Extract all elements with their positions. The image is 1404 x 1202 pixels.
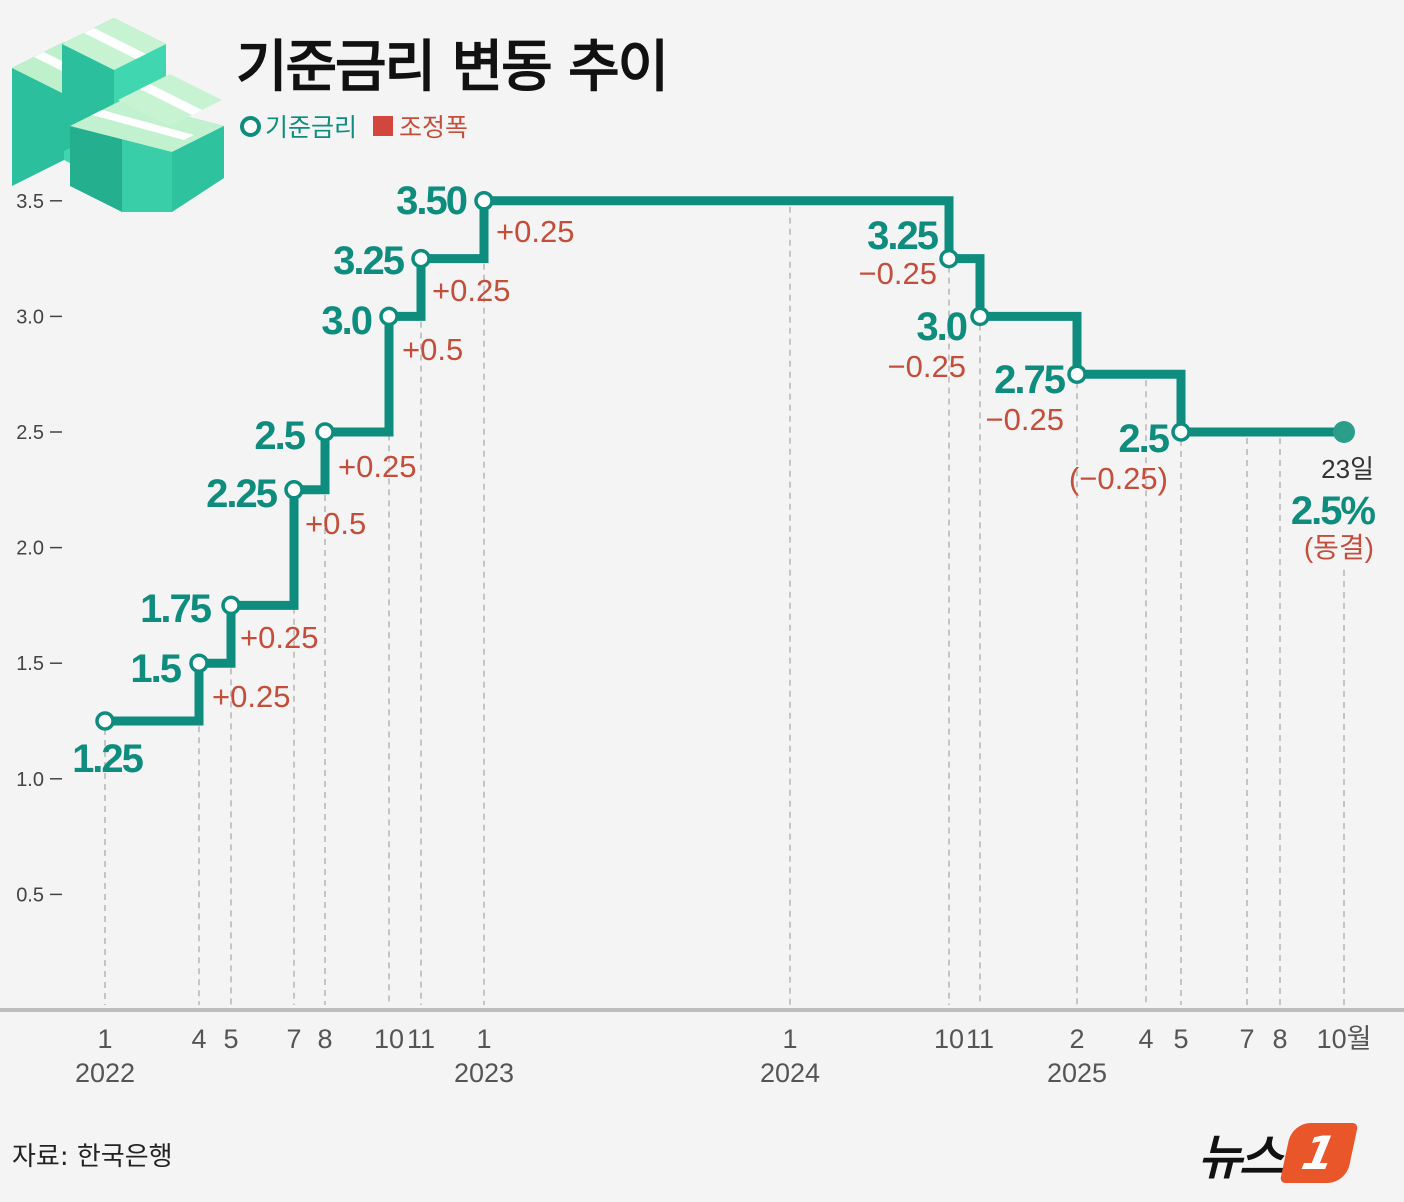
rate-value-label: 2.5 bbox=[1118, 417, 1169, 461]
legend-change-marker bbox=[373, 116, 394, 136]
news1-logo: 뉴스 1 bbox=[1198, 1118, 1359, 1188]
x-tick-label: 1 bbox=[476, 1024, 491, 1054]
rate-point-marker bbox=[284, 480, 304, 500]
rate-change-label: +0.25 bbox=[432, 273, 510, 308]
rate-point-marker bbox=[939, 248, 959, 269]
y-tick-label: 2.5 bbox=[16, 422, 44, 444]
x-tick-label: 11 bbox=[966, 1024, 994, 1054]
source-note: 자료: 한국은행 bbox=[12, 1142, 173, 1172]
x-tick-label: 10 bbox=[934, 1024, 964, 1054]
rate-value-label: 3.0 bbox=[321, 299, 371, 343]
rate-change-label: +0.25 bbox=[212, 679, 290, 714]
x-tick-label: 1 bbox=[97, 1024, 112, 1054]
rate-point-marker bbox=[474, 191, 494, 211]
x-tick-label: 10 bbox=[374, 1024, 404, 1054]
rate-point-marker bbox=[315, 422, 335, 442]
x-year-label: 2024 bbox=[760, 1058, 820, 1088]
rate-change-label: (−0.25) bbox=[1069, 461, 1168, 496]
current-rate-label: 2.5% bbox=[1291, 489, 1376, 533]
current-day-label: 23일 bbox=[1321, 454, 1374, 484]
rate-value-label: 3.25 bbox=[333, 239, 405, 283]
current-status-label: (동결) bbox=[1304, 532, 1374, 563]
x-tick-label: 8 bbox=[1272, 1024, 1287, 1054]
rate-change-label: −0.25 bbox=[888, 349, 966, 384]
legend: 기준금리 조정폭 bbox=[240, 108, 468, 144]
rate-value-label: 3.0 bbox=[916, 305, 966, 349]
y-tick-label: 3.0 bbox=[16, 306, 44, 328]
rate-value-label: 2.75 bbox=[994, 358, 1066, 402]
x-tick-label: 5 bbox=[1173, 1024, 1188, 1054]
current-rate-marker bbox=[1333, 421, 1355, 443]
x-tick-label: 10월 bbox=[1317, 1024, 1372, 1054]
y-tick-label: 3.5 bbox=[16, 191, 44, 213]
legend-rate-label: 기준금리 bbox=[265, 113, 358, 142]
rate-point-marker bbox=[379, 306, 399, 327]
legend-change-label: 조정폭 bbox=[399, 113, 469, 142]
rate-value-label: 1.25 bbox=[72, 737, 144, 781]
x-tick-label: 4 bbox=[1138, 1024, 1153, 1054]
y-tick-label: 2.0 bbox=[16, 538, 44, 560]
rate-point-marker bbox=[221, 595, 241, 616]
rate-point-marker bbox=[95, 711, 115, 731]
x-tick-label: 4 bbox=[191, 1024, 206, 1054]
rate-value-label: 3.50 bbox=[396, 179, 467, 223]
rate-value-label: 1.5 bbox=[130, 647, 181, 691]
y-tick-label: 0.5 bbox=[16, 884, 44, 906]
rate-value-label: 1.75 bbox=[140, 587, 212, 631]
rate-change-label: +0.25 bbox=[338, 449, 416, 484]
y-tick-label: 1.0 bbox=[16, 769, 44, 791]
rate-value-label: 2.5 bbox=[254, 414, 305, 458]
y-tick-label: 1.5 bbox=[16, 653, 44, 675]
money-stack-icon bbox=[12, 18, 224, 212]
rate-point-marker bbox=[411, 248, 431, 269]
legend-rate-marker bbox=[240, 115, 261, 137]
x-tick-label: 1 bbox=[782, 1024, 797, 1054]
rate-change-label: +0.25 bbox=[496, 214, 574, 249]
rate-value-label: 3.25 bbox=[867, 214, 939, 258]
x-tick-label: 7 bbox=[1239, 1024, 1254, 1054]
x-year-label: 2023 bbox=[454, 1058, 514, 1088]
rate-change-label: +0.5 bbox=[402, 332, 463, 367]
rate-point-marker bbox=[189, 653, 209, 673]
rate-change-label: +0.5 bbox=[305, 506, 366, 541]
x-year-label: 2022 bbox=[75, 1058, 135, 1088]
x-year-label: 2025 bbox=[1047, 1058, 1107, 1088]
x-tick-label: 8 bbox=[317, 1024, 332, 1054]
rate-point-marker bbox=[1067, 364, 1087, 384]
rate-change-label: −0.25 bbox=[986, 402, 1064, 437]
logo-badge: 1 bbox=[1279, 1123, 1359, 1183]
x-tick-label: 11 bbox=[407, 1024, 435, 1054]
rate-value-label: 2.25 bbox=[206, 472, 278, 516]
chart-title: 기준금리 변동 추이 bbox=[236, 35, 669, 100]
x-tick-label: 5 bbox=[223, 1024, 238, 1054]
rate-change-label: +0.25 bbox=[240, 620, 318, 655]
x-tick-label: 2 bbox=[1069, 1024, 1084, 1054]
logo-text: 뉴스 bbox=[1198, 1130, 1283, 1186]
rate-point-marker bbox=[1171, 422, 1191, 442]
rate-change-label: −0.25 bbox=[859, 256, 937, 291]
x-tick-label: 7 bbox=[286, 1024, 301, 1054]
rate-point-marker bbox=[970, 306, 990, 327]
